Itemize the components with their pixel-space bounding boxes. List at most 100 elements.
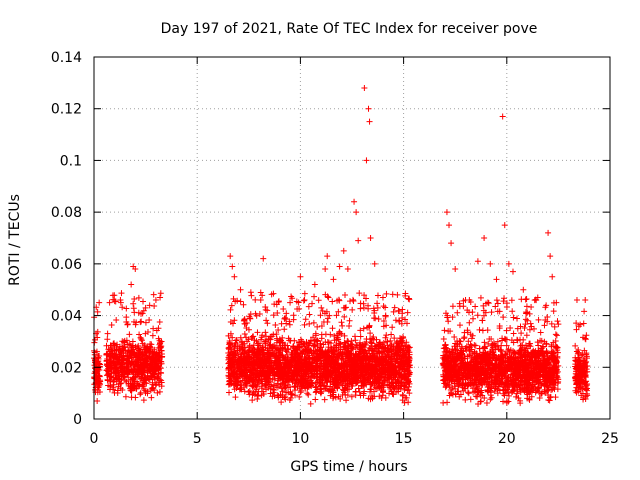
data-point bbox=[123, 364, 130, 371]
data-point bbox=[94, 308, 101, 315]
data-point bbox=[103, 342, 110, 349]
data-point bbox=[146, 316, 153, 323]
data-point bbox=[108, 321, 115, 328]
data-point bbox=[147, 358, 154, 365]
data-point bbox=[233, 336, 240, 343]
data-point bbox=[123, 305, 130, 312]
data-point bbox=[113, 374, 120, 381]
data-point bbox=[124, 341, 131, 348]
data-point bbox=[94, 398, 101, 405]
data-point bbox=[383, 332, 390, 339]
data-point bbox=[131, 295, 138, 302]
data-point bbox=[132, 352, 139, 359]
data-point bbox=[146, 353, 153, 360]
data-point bbox=[156, 352, 163, 359]
data-point bbox=[106, 370, 113, 377]
data-point bbox=[92, 368, 99, 375]
data-point bbox=[158, 347, 165, 354]
data-point bbox=[95, 353, 102, 360]
data-point bbox=[104, 330, 111, 337]
data-point bbox=[151, 376, 158, 383]
data-point bbox=[122, 393, 129, 400]
data-point bbox=[138, 310, 145, 317]
data-point bbox=[138, 337, 145, 344]
data-point bbox=[110, 378, 117, 385]
data-point bbox=[92, 359, 99, 366]
data-point bbox=[112, 298, 119, 305]
data-point bbox=[157, 343, 164, 350]
data-point bbox=[148, 394, 155, 401]
data-point bbox=[111, 389, 118, 396]
data-point bbox=[157, 290, 164, 297]
data-point bbox=[153, 363, 160, 370]
data-point bbox=[111, 292, 118, 299]
data-point bbox=[137, 391, 144, 398]
data-point bbox=[107, 373, 114, 380]
data-point bbox=[109, 350, 116, 357]
data-point bbox=[137, 389, 144, 396]
data-point bbox=[108, 367, 115, 374]
data-point bbox=[155, 379, 162, 386]
data-point bbox=[134, 380, 141, 387]
data-point bbox=[155, 371, 162, 378]
data-point bbox=[123, 337, 130, 344]
data-point bbox=[143, 355, 150, 362]
data-point bbox=[143, 349, 150, 356]
data-point bbox=[94, 334, 101, 341]
data-point bbox=[134, 353, 141, 360]
data-point bbox=[110, 384, 117, 391]
data-point bbox=[115, 383, 122, 390]
data-point bbox=[139, 351, 146, 358]
data-point bbox=[138, 318, 145, 325]
data-point bbox=[143, 380, 150, 387]
data-points bbox=[91, 85, 591, 408]
data-point bbox=[151, 359, 158, 366]
data-point bbox=[124, 321, 131, 328]
data-point bbox=[127, 368, 134, 375]
data-point bbox=[151, 302, 158, 309]
data-point bbox=[143, 361, 150, 368]
data-point bbox=[126, 331, 133, 338]
data-point bbox=[127, 342, 134, 349]
data-point bbox=[104, 356, 111, 363]
data-point bbox=[111, 340, 118, 347]
data-point bbox=[125, 355, 132, 362]
data-point bbox=[131, 318, 138, 325]
data-point bbox=[150, 325, 157, 332]
data-point bbox=[130, 383, 137, 390]
data-point bbox=[292, 392, 299, 399]
data-point bbox=[120, 338, 127, 345]
data-point bbox=[156, 318, 163, 325]
data-point bbox=[321, 396, 328, 403]
data-point bbox=[107, 361, 114, 368]
data-point bbox=[144, 328, 151, 335]
data-point bbox=[147, 344, 154, 351]
data-point bbox=[104, 336, 111, 343]
data-point bbox=[125, 360, 132, 367]
data-point bbox=[142, 319, 149, 326]
data-point bbox=[137, 363, 144, 370]
data-point bbox=[144, 375, 151, 382]
data-point bbox=[141, 366, 148, 373]
data-point bbox=[121, 370, 128, 377]
data-point bbox=[140, 368, 147, 375]
data-point bbox=[138, 371, 145, 378]
data-point bbox=[158, 383, 165, 390]
data-point bbox=[134, 383, 141, 390]
data-point bbox=[132, 374, 139, 381]
data-point bbox=[113, 317, 120, 324]
data-point bbox=[113, 346, 120, 353]
data-point bbox=[149, 332, 156, 339]
data-point bbox=[96, 361, 103, 368]
data-point bbox=[151, 350, 158, 357]
data-point bbox=[135, 294, 142, 301]
data-point bbox=[107, 383, 114, 390]
data-point bbox=[154, 389, 161, 396]
data-point bbox=[158, 358, 165, 365]
data-point bbox=[132, 394, 139, 401]
data-point bbox=[126, 348, 133, 355]
data-point bbox=[107, 353, 114, 360]
data-point bbox=[91, 351, 98, 358]
data-point bbox=[138, 336, 145, 343]
data-point bbox=[155, 353, 162, 360]
